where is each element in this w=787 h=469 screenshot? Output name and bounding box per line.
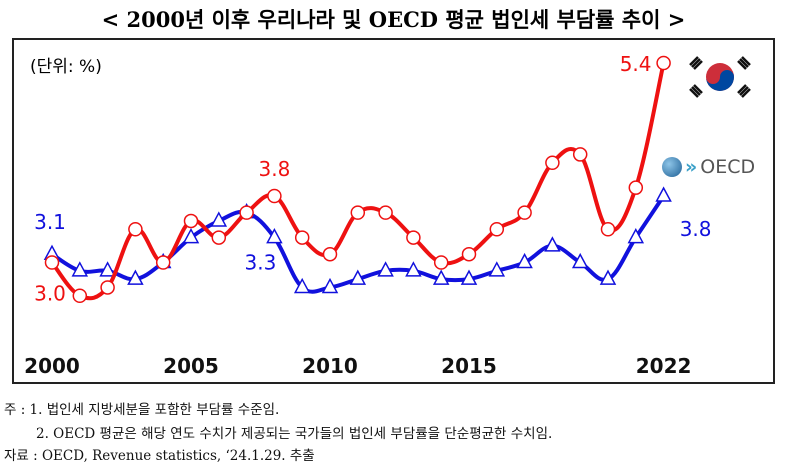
korea-point-2014 bbox=[433, 255, 449, 270]
oecd-point-2020 bbox=[599, 269, 617, 285]
korea-point-2019 bbox=[572, 147, 588, 162]
data-label: 3.3 bbox=[244, 251, 276, 275]
oecd-point-2006 bbox=[210, 211, 228, 227]
korea-point-2017 bbox=[517, 205, 532, 220]
chart-frame bbox=[12, 38, 775, 384]
oecd-point-2014 bbox=[432, 269, 450, 285]
oecd-point-2005 bbox=[182, 227, 200, 244]
x-tick-label: 2015 bbox=[441, 354, 497, 378]
korea-point-2006 bbox=[211, 230, 227, 245]
data-label: 3.1 bbox=[34, 210, 66, 234]
korea-point-2003 bbox=[128, 222, 143, 237]
data-label: 3.0 bbox=[34, 282, 66, 306]
korea-point-2015 bbox=[461, 246, 477, 262]
data-label: 5.4 bbox=[620, 52, 652, 76]
korea-point-2009 bbox=[294, 230, 310, 245]
note-2: 2. OECD 평균은 해당 연도 수치가 제공되는 국가들의 법인세 부담률을… bbox=[36, 426, 553, 442]
source-note: 자료 : OECD, Revenue statistics, ‘24.1.29.… bbox=[4, 448, 315, 464]
x-tick-label: 2022 bbox=[636, 354, 692, 378]
x-tick-label: 2010 bbox=[302, 354, 358, 378]
chart-title: < 2000년 이후 우리나라 및 OECD 평균 법인세 부담률 추이 > bbox=[101, 7, 686, 32]
korea-point-2016 bbox=[489, 222, 505, 237]
oecd-legend-label: OECD bbox=[700, 156, 756, 178]
korea-point-2018 bbox=[545, 155, 560, 170]
oecd-point-2010 bbox=[321, 277, 339, 294]
korea-point-2020 bbox=[600, 222, 616, 237]
note-1: 주 : 1. 법인세 지방세분을 포함한 부담률 수준임. bbox=[4, 402, 280, 418]
oecd-point-2022 bbox=[655, 186, 672, 202]
oecd-point-2021 bbox=[627, 227, 645, 244]
chevron-icon: » bbox=[685, 156, 698, 178]
data-label: 3.8 bbox=[258, 157, 290, 181]
oecd-point-2008 bbox=[266, 227, 283, 244]
korea-point-2007 bbox=[239, 205, 254, 220]
globe-icon bbox=[662, 157, 682, 177]
korea-point-2008 bbox=[267, 188, 282, 204]
oecd-point-2001 bbox=[71, 261, 89, 277]
korea-point-2021 bbox=[628, 180, 644, 195]
korea-point-2010 bbox=[322, 246, 338, 262]
x-tick-label: 2005 bbox=[163, 354, 219, 378]
oecd-point-2019 bbox=[571, 252, 589, 269]
korea-point-2013 bbox=[406, 230, 421, 245]
korea-point-2002 bbox=[100, 280, 115, 295]
korea-point-2012 bbox=[378, 205, 393, 220]
oecd-point-2012 bbox=[377, 261, 394, 277]
x-tick-label: 2000 bbox=[24, 354, 80, 378]
korea-point-2022 bbox=[656, 55, 671, 71]
data-label: 3.8 bbox=[680, 217, 712, 241]
oecd-point-2016 bbox=[488, 261, 506, 277]
korea-point-2000 bbox=[44, 255, 60, 270]
oecd-point-2011 bbox=[349, 269, 367, 285]
korea-point-2004 bbox=[155, 255, 171, 270]
oecd-point-2017 bbox=[516, 252, 533, 269]
korea-point-2001 bbox=[72, 288, 88, 304]
oecd-logo-icon: » OECD bbox=[662, 156, 755, 178]
oecd-point-2009 bbox=[293, 277, 311, 294]
oecd-point-2013 bbox=[405, 261, 422, 277]
korea-point-2005 bbox=[183, 213, 199, 229]
unit-label: (단위: %) bbox=[30, 57, 102, 77]
oecd-point-2018 bbox=[544, 236, 561, 252]
oecd-point-2015 bbox=[460, 269, 478, 285]
series-line-0 bbox=[50, 62, 666, 301]
oecd-point-2003 bbox=[127, 269, 144, 285]
korea-point-2011 bbox=[350, 205, 366, 220]
oecd-point-2002 bbox=[99, 261, 116, 277]
